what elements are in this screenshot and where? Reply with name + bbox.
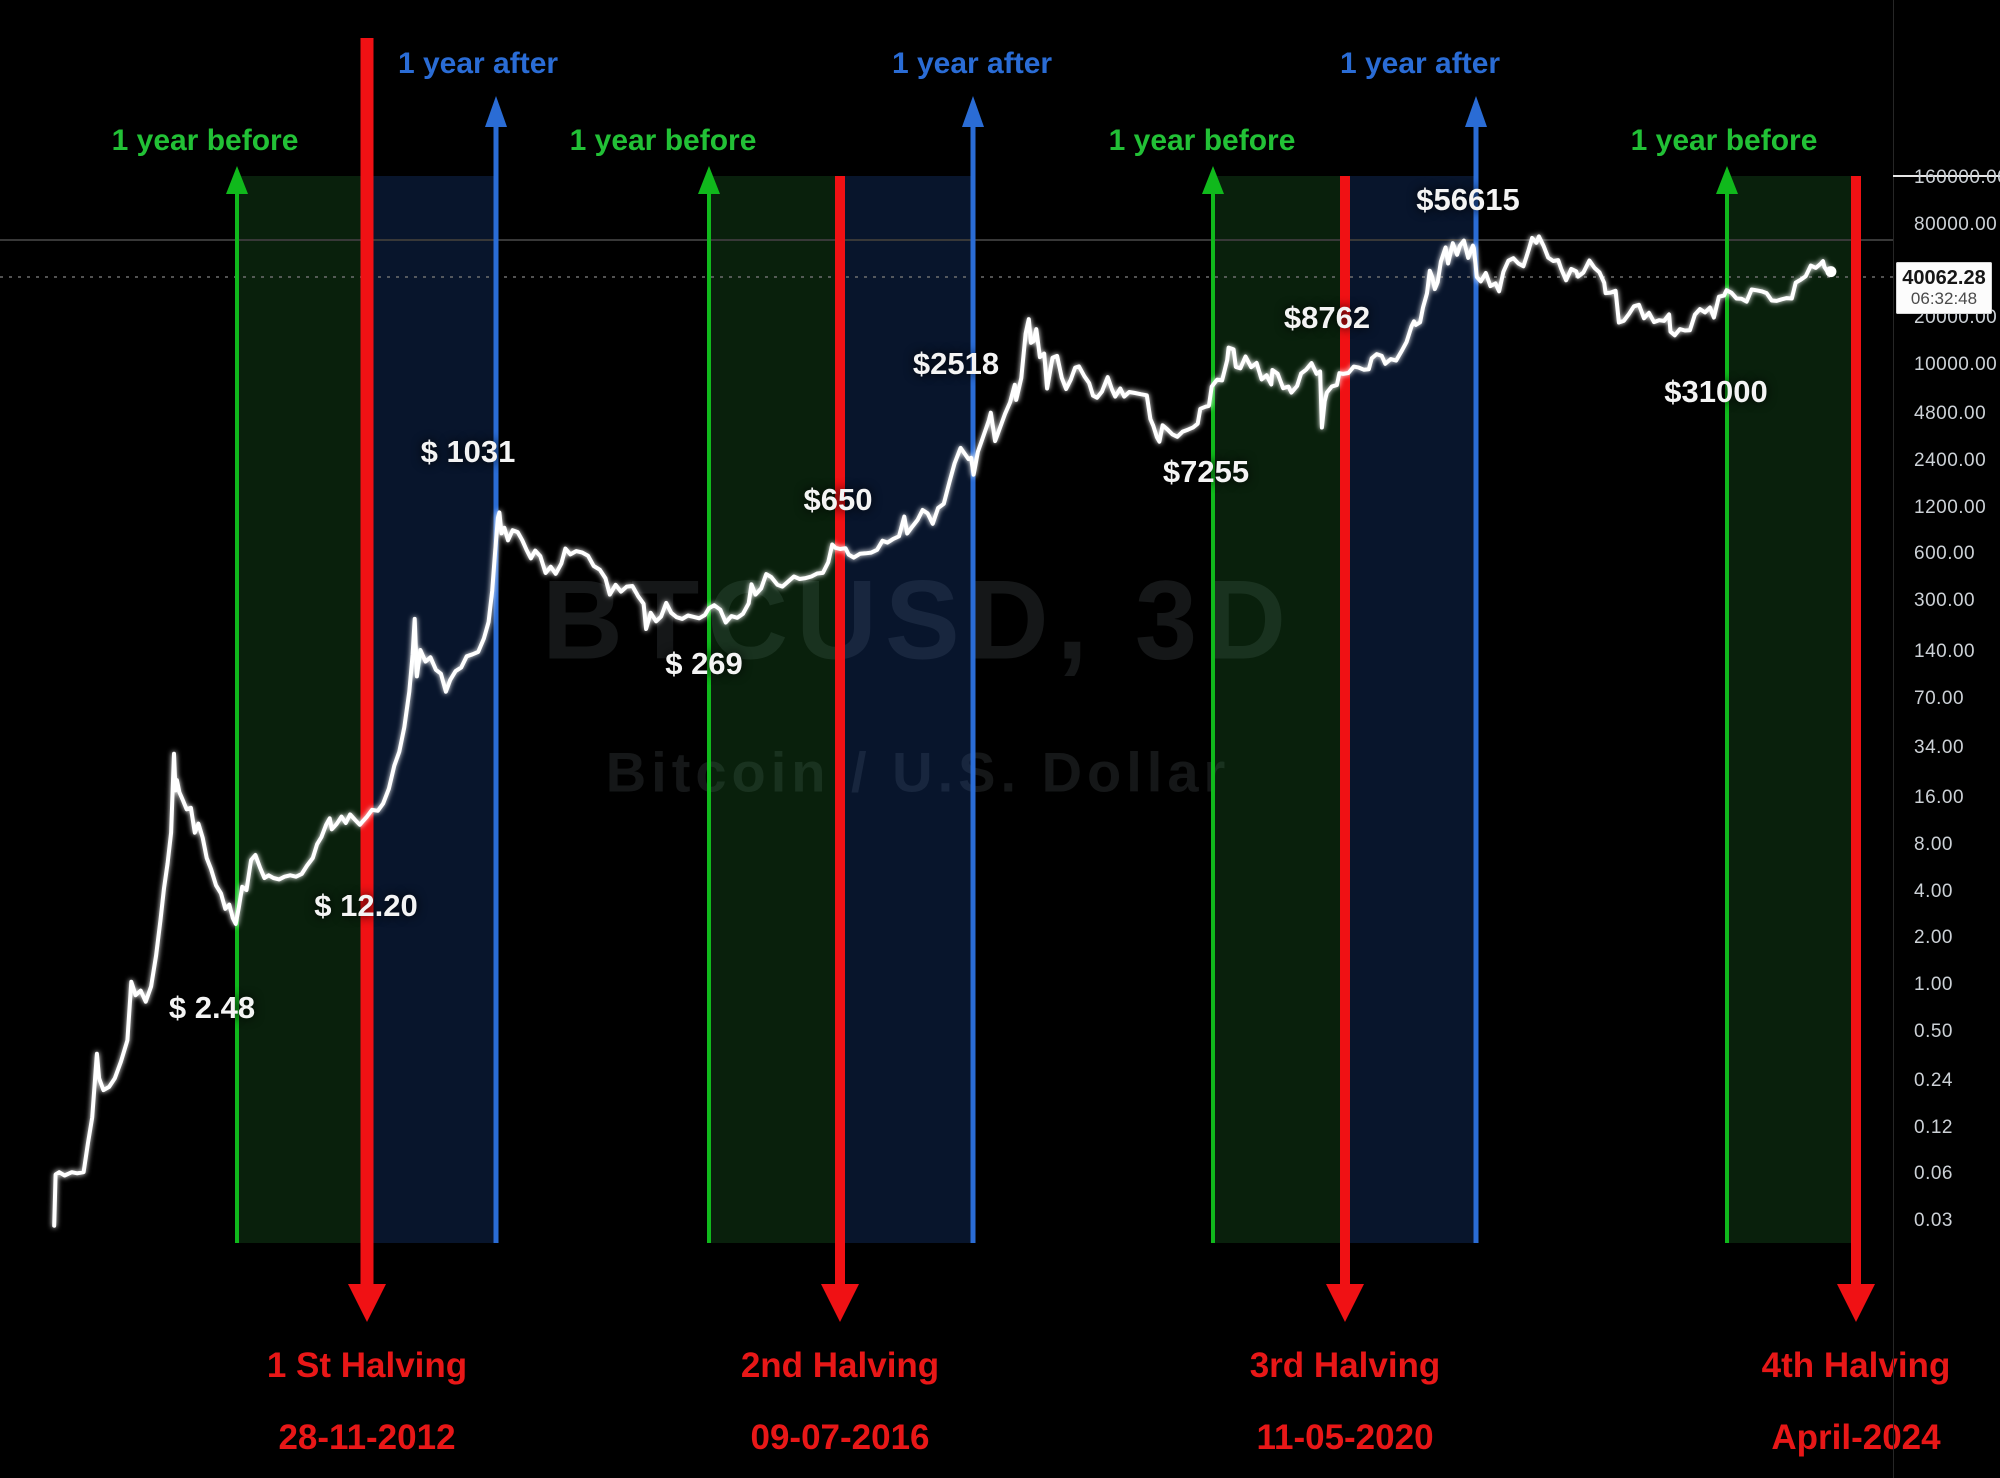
line-year-before-4 bbox=[1725, 180, 1729, 1243]
price-curve-layer bbox=[52, 234, 1837, 1228]
price-tick-label: 2.00 bbox=[1914, 927, 1953, 949]
halving-name-2: 2nd Halving bbox=[740, 1346, 940, 1385]
price-annotation-7: $7255 bbox=[1162, 454, 1250, 489]
bar-countdown-timer: 06:32:48 bbox=[1910, 288, 1978, 308]
halving-date-3: 11-05-2020 bbox=[1256, 1418, 1434, 1457]
line-year-before-3 bbox=[1211, 180, 1215, 1243]
year-before-label-1: 1 year before bbox=[111, 124, 299, 157]
price-tick-label: 0.03 bbox=[1914, 1210, 1953, 1231]
price-tick-label: 4.00 bbox=[1914, 880, 1953, 902]
price-annotation-10: $31000 bbox=[1664, 374, 1768, 409]
price-tick-label: 1.00 bbox=[1914, 974, 1953, 995]
up-arrow-icon bbox=[698, 166, 720, 194]
up-arrow-icon bbox=[485, 96, 507, 127]
price-tick-label: 80000.00 bbox=[1914, 214, 1998, 235]
price-annotation-4: $ 269 bbox=[665, 646, 743, 681]
line-halving-2 bbox=[835, 176, 845, 1287]
price-tick-label: 10000.00 bbox=[1914, 354, 1998, 375]
band-year-before-4 bbox=[1727, 176, 1856, 1243]
band-year-after-3 bbox=[1345, 176, 1476, 1243]
event-lines-layer bbox=[226, 38, 1875, 1322]
up-arrow-icon bbox=[1465, 96, 1487, 127]
year-after-label-2: 1 year after bbox=[891, 47, 1053, 80]
year-before-label-4: 1 year before bbox=[1630, 124, 1818, 157]
price-tick-label: 16.00 bbox=[1914, 787, 1965, 809]
price-tick-label: 0.12 bbox=[1914, 1116, 1953, 1138]
band-year-before-3 bbox=[1213, 176, 1345, 1243]
band-year-before-2 bbox=[709, 176, 840, 1243]
btc-price-line bbox=[52, 234, 1833, 1228]
up-arrow-icon bbox=[1202, 166, 1224, 194]
price-tick-label: 8.00 bbox=[1914, 834, 1953, 855]
price-tick-label: 0.24 bbox=[1914, 1070, 1953, 1092]
price-annotation-2: $ 12.20 bbox=[314, 888, 418, 923]
price-annotation-6: $2518 bbox=[912, 346, 1000, 381]
year-after-label-1: 1 year after bbox=[397, 47, 559, 80]
line-halving-1 bbox=[360, 38, 374, 1287]
price-axis-separator bbox=[1893, 0, 1894, 1478]
line-year-after-1 bbox=[493, 115, 499, 1243]
current-price-value: 40062.28 bbox=[1902, 267, 1986, 290]
price-tick-label: 160000.00 bbox=[1914, 167, 2000, 189]
halving-name-4: 4th Halving bbox=[1761, 1346, 1951, 1385]
up-arrow-icon bbox=[962, 96, 984, 127]
price-axis-top-rule bbox=[1893, 175, 2000, 177]
last-price-dot bbox=[1825, 266, 1837, 278]
price-annotation-3: $ 1031 bbox=[420, 434, 516, 469]
price-annotation-5: $650 bbox=[803, 482, 873, 517]
current-price-box: 40062.28 06:32:48 bbox=[1896, 262, 1992, 314]
price-annotation-1: $ 2.48 bbox=[168, 990, 256, 1025]
down-arrow-icon bbox=[1326, 1284, 1364, 1322]
shaded-bands-layer bbox=[237, 176, 1856, 1243]
price-tick-label: 0.06 bbox=[1914, 1163, 1953, 1185]
price-tick-label: 140.00 bbox=[1914, 641, 1976, 663]
price-tick-label: 4800.00 bbox=[1914, 403, 1987, 425]
line-year-before-1 bbox=[235, 180, 239, 1243]
price-tick-label: 0.50 bbox=[1914, 1020, 1953, 1042]
year-before-label-3: 1 year before bbox=[1108, 124, 1296, 157]
price-tick-label: 2400.00 bbox=[1914, 450, 1987, 472]
band-year-before-1 bbox=[237, 176, 367, 1243]
halving-date-4: April-2024 bbox=[1771, 1418, 1941, 1457]
price-tick-label: 70.00 bbox=[1914, 688, 1965, 709]
halving-date-1: 28-11-2012 bbox=[278, 1418, 456, 1457]
year-after-label-3: 1 year after bbox=[1339, 47, 1501, 80]
line-year-after-2 bbox=[970, 115, 976, 1243]
price-tick-label: 600.00 bbox=[1914, 543, 1976, 565]
halving-date-2: 09-07-2016 bbox=[750, 1418, 930, 1457]
band-year-after-2 bbox=[840, 176, 973, 1243]
line-halving-3 bbox=[1340, 176, 1350, 1287]
line-year-before-2 bbox=[707, 180, 711, 1243]
line-year-after-3 bbox=[1473, 115, 1479, 1243]
band-year-after-1 bbox=[367, 176, 496, 1243]
price-tick-label: 34.00 bbox=[1914, 736, 1965, 758]
line-halving-4 bbox=[1851, 176, 1861, 1287]
up-arrow-icon bbox=[1716, 166, 1738, 194]
price-tick-label: 1200.00 bbox=[1914, 496, 1987, 518]
halving-name-3: 3rd Halving bbox=[1249, 1346, 1441, 1385]
down-arrow-icon bbox=[821, 1284, 859, 1322]
price-annotation-9: $56615 bbox=[1416, 182, 1520, 217]
down-arrow-icon bbox=[348, 1284, 386, 1322]
halving-name-1: 1 St Halving bbox=[266, 1346, 468, 1385]
price-annotation-8: $8762 bbox=[1283, 300, 1371, 335]
year-before-label-2: 1 year before bbox=[569, 124, 757, 157]
up-arrow-icon bbox=[226, 166, 248, 194]
down-arrow-icon bbox=[1837, 1284, 1875, 1322]
price-tick-label: 300.00 bbox=[1914, 590, 1976, 611]
